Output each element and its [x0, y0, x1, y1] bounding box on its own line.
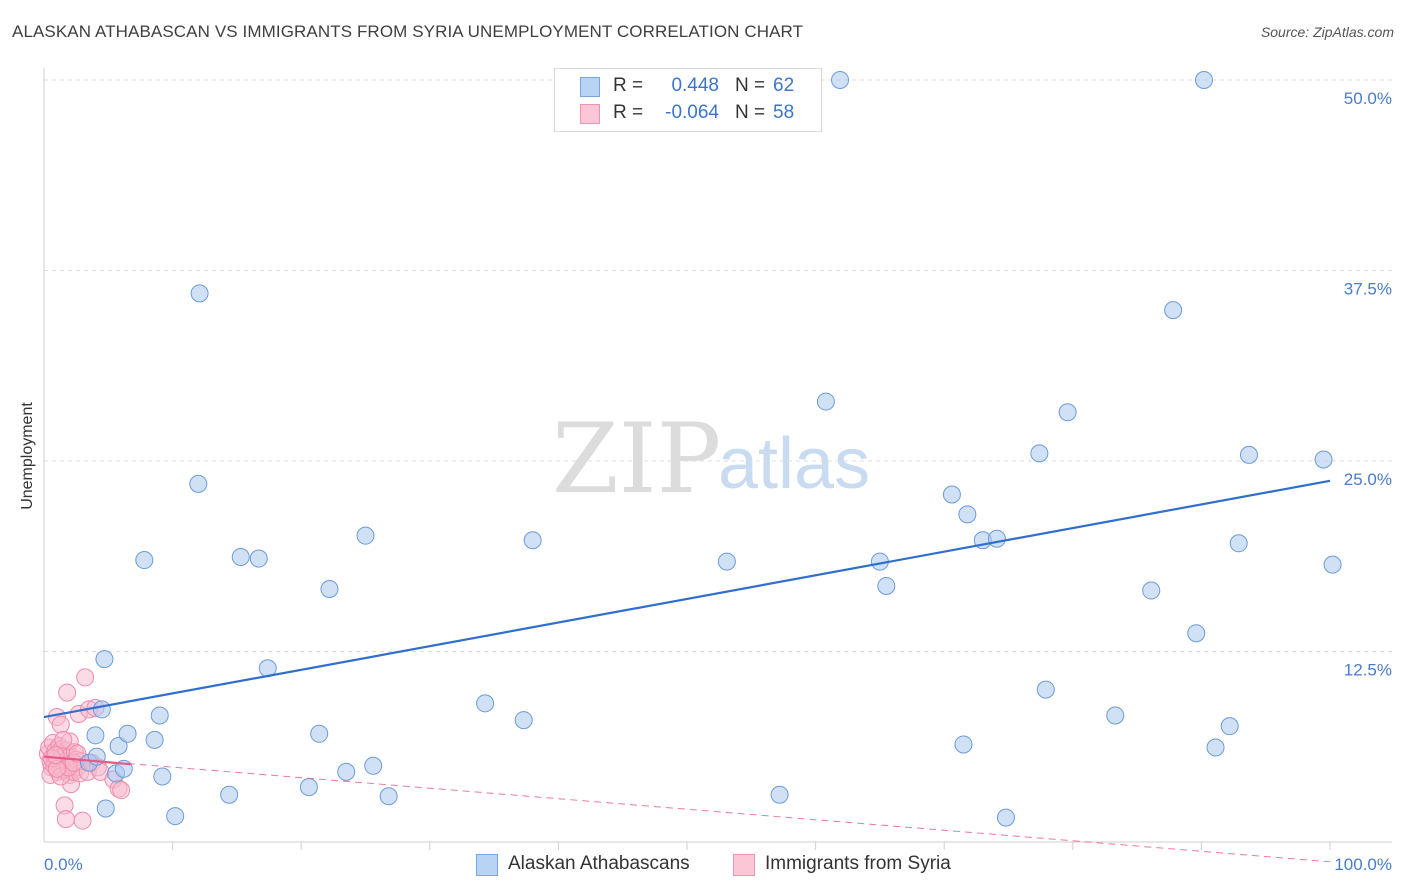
athabascan-point	[1058, 403, 1077, 422]
athabascan-point	[86, 726, 105, 745]
stats-n-label: N =	[735, 102, 766, 123]
y-tick-label: 37.5%	[1344, 280, 1392, 299]
y-tick-label: 50.0%	[1344, 89, 1392, 108]
athabascan-point	[220, 785, 239, 804]
athabascan-point	[249, 549, 268, 568]
syria-trend-line-solid	[43, 755, 132, 766]
athabascan-point	[364, 756, 383, 775]
syria-point	[51, 715, 70, 734]
athabascan-point	[1194, 71, 1213, 89]
athabascan-point	[96, 799, 115, 818]
athabascan-point	[153, 767, 172, 786]
athabascan-point	[942, 485, 961, 504]
athabascan-point	[514, 711, 533, 730]
athabascan-trend-line	[43, 479, 1331, 719]
athabascan-point	[1030, 444, 1049, 463]
athabascan-point	[877, 576, 896, 595]
athabascan-point	[1314, 450, 1333, 469]
stats-swatch-pink	[580, 104, 600, 124]
stats-swatch-blue	[580, 77, 600, 97]
syria-point	[76, 668, 95, 687]
athabascan-point	[135, 551, 154, 570]
athabascan-point	[476, 694, 495, 713]
athabascan-point	[1229, 534, 1248, 553]
syria-point	[56, 810, 75, 829]
athabascan-point	[150, 706, 169, 725]
stats-row-syria: R = -0.064 N = 58	[555, 100, 821, 127]
stats-r-value: -0.064	[665, 102, 719, 123]
athabascan-point	[770, 785, 789, 804]
stats-n-label: N =	[735, 75, 766, 96]
syria-point	[46, 746, 65, 765]
tick-labels: 12.5% 25.0% 37.5% 50.0% 0.0% 100.0%	[44, 89, 1392, 874]
syria-point	[112, 781, 131, 800]
athabascan-point	[1239, 445, 1258, 464]
legend-swatch-blue	[476, 854, 498, 876]
athabascan-point	[379, 787, 398, 806]
axes	[43, 68, 1392, 850]
syria-point	[73, 811, 92, 830]
athabascan-point	[310, 724, 329, 743]
syria-point	[54, 730, 73, 749]
athabascan-point	[831, 71, 850, 89]
stats-r-label: R =	[613, 75, 644, 96]
athabascan-point	[1036, 680, 1055, 699]
athabascan-point	[523, 531, 542, 550]
syria-point	[58, 683, 77, 702]
watermark-zip: ZIP	[552, 403, 721, 515]
athabascan-point	[1206, 738, 1225, 757]
stats-row-athabascan: R = 0.448 N = 62	[555, 73, 821, 100]
athabascan-point	[356, 526, 375, 545]
chart-title: ALASKAN ATHABASCAN VS IMMIGRANTS FROM SY…	[12, 22, 804, 41]
watermark-atlas: atlas	[718, 424, 870, 504]
source-credit: Source: ZipAtlas.com	[1260, 24, 1394, 40]
legend-label: Alaskan Athabascans	[508, 853, 690, 874]
athabascan-point	[1187, 624, 1206, 643]
athabascan-point	[145, 730, 164, 749]
stats-r-label: R =	[613, 102, 644, 123]
athabascan-point	[95, 650, 114, 669]
athabascan-point	[118, 724, 137, 743]
athabascan-point	[954, 735, 973, 754]
athabascan-point	[1220, 717, 1239, 736]
athabascan-point	[717, 552, 736, 571]
stats-n-value: 58	[773, 102, 795, 123]
athabascan-point	[92, 700, 111, 719]
athabascan-point	[1323, 555, 1342, 574]
athabascan-point	[816, 392, 835, 411]
stats-n-value: 62	[773, 75, 795, 96]
x-tick-label: 100.0%	[1334, 855, 1392, 874]
athabascan-point	[996, 808, 1015, 827]
legend-label: Immigrants from Syria	[765, 853, 951, 874]
athabascan-point	[1142, 581, 1161, 600]
athabascan-point	[320, 580, 339, 599]
athabascan-point	[337, 762, 356, 781]
y-tick-label: 25.0%	[1344, 470, 1392, 489]
athabascan-point	[166, 807, 185, 826]
athabascan-point	[1164, 301, 1183, 320]
athabascan-point	[958, 505, 977, 524]
athabascan-point	[189, 474, 208, 493]
stats-r-value: 0.448	[671, 75, 719, 96]
athabascan-point	[109, 736, 128, 755]
gridlines	[44, 79, 1392, 652]
athabascan-point	[987, 529, 1006, 548]
athabascan-point	[299, 778, 318, 797]
x-tick-label: 0.0%	[44, 855, 83, 874]
correlation-stats-box: R = 0.448 N = 62 R = -0.064 N = 58	[554, 68, 822, 132]
athabascan-point	[190, 284, 209, 303]
trend-lines	[43, 479, 1331, 863]
y-tick-label: 12.5%	[1344, 661, 1392, 680]
legend-swatch-pink	[733, 854, 755, 876]
athabascan-point	[231, 548, 250, 567]
athabascan-point	[1106, 706, 1125, 725]
